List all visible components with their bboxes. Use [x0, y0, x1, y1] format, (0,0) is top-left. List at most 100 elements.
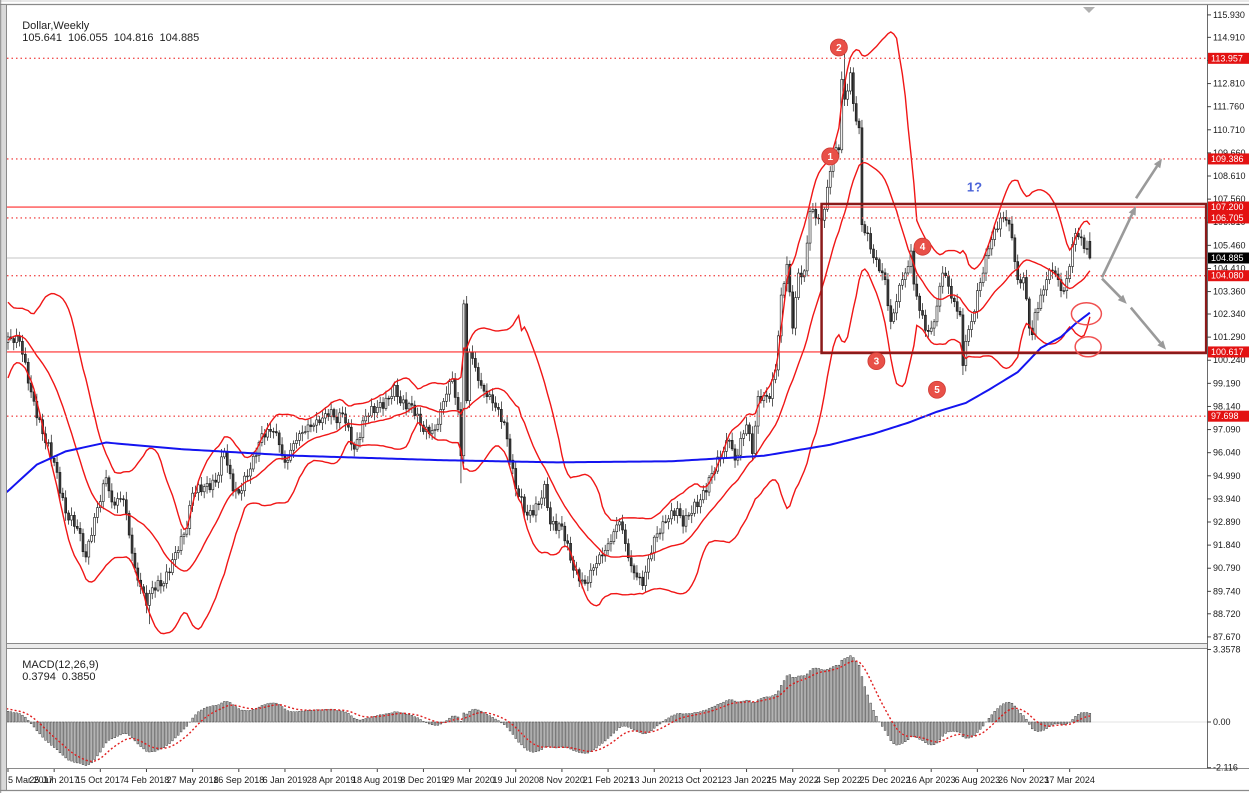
macd-histogram-bar: [869, 702, 872, 723]
candle-body: [445, 393, 448, 402]
wave-label-3[interactable]: 3: [867, 352, 886, 371]
candle-body: [846, 90, 849, 100]
candle-body: [696, 501, 699, 508]
projection-arrow-down[interactable]: [1101, 277, 1122, 299]
candle-body: [840, 79, 844, 151]
svg-text:1: 1: [827, 152, 833, 163]
candle-body: [866, 232, 870, 234]
macd-histogram-bar: [852, 657, 855, 723]
macd-histogram-bar: [237, 708, 240, 723]
candle-body: [944, 272, 947, 277]
projection-arrow-up[interactable]: [1134, 165, 1159, 199]
macd-histogram-bar: [29, 721, 33, 724]
bollinger-middle[interactable]: [7, 161, 1091, 572]
candle-body: [315, 419, 318, 426]
candle-body: [12, 338, 16, 343]
macd-histogram-bar: [459, 721, 463, 723]
macd-histogram-bar: [355, 719, 359, 723]
macd-histogram-bar: [987, 718, 991, 723]
macd-histogram-bar: [927, 721, 930, 745]
macd-histogram-bar: [226, 701, 229, 723]
candle-body: [791, 291, 795, 329]
candle-body: [324, 413, 327, 419]
macd-histogram-bar: [231, 704, 235, 723]
price-tick-label: 112.810: [1213, 79, 1245, 89]
price-tick-label: 110.710: [1213, 125, 1245, 135]
candle-body: [805, 242, 809, 272]
macd-histogram-bar: [153, 721, 157, 752]
macd-histogram-bar: [191, 717, 194, 723]
macd-histogram-bar: [419, 719, 422, 723]
price-badge-97.698[interactable]: 97.698: [7, 410, 1249, 422]
macd-histogram-bar: [384, 713, 388, 723]
price-badge-106.705[interactable]: 106.705: [7, 212, 1249, 224]
scroll-to-end-icon[interactable]: [1083, 7, 1095, 13]
price-badge-100.617[interactable]: 100.617: [7, 346, 1249, 358]
price-tick-label: 93.940: [1213, 494, 1241, 504]
macd-histogram-bar: [762, 697, 766, 723]
candle-body: [1022, 277, 1025, 284]
price-tick-label: 101.290: [1213, 332, 1246, 342]
macd-histogram-bar: [1054, 721, 1057, 725]
macd-histogram-bar: [159, 721, 163, 750]
candle-body: [511, 459, 515, 469]
consolidation-rectangle[interactable]: [820, 202, 1207, 355]
highlight-ellipse[interactable]: [1070, 302, 1103, 326]
price-badge-113.957[interactable]: 113.957: [7, 52, 1249, 64]
macd-histogram-bar: [324, 709, 327, 723]
macd-histogram-bar: [177, 721, 180, 736]
candle-body: [502, 421, 506, 424]
macd-histogram-bar: [185, 721, 189, 727]
macd-histogram-bar: [474, 708, 477, 723]
macd-histogram-bar: [580, 721, 584, 754]
panel-separator[interactable]: [7, 643, 1207, 649]
moving-average-blue[interactable]: [0, 311, 1091, 498]
wave-label-4[interactable]: 4: [913, 237, 932, 256]
price-badge-109.386[interactable]: 109.386: [7, 153, 1249, 165]
price-badge-107.200[interactable]: 107.200: [7, 201, 1249, 213]
projection-arrow-down[interactable]: [1129, 306, 1162, 344]
price-badge-104.080[interactable]: 104.080: [7, 270, 1249, 282]
macd-signal-line[interactable]: [2, 660, 1091, 763]
price-tick-label: 98.140: [1213, 401, 1241, 411]
candle-body: [347, 422, 350, 428]
macd-histogram-bar: [555, 721, 558, 749]
bollinger-upper[interactable]: [7, 31, 1091, 531]
candle-body: [742, 433, 745, 439]
candle-body: [1059, 279, 1063, 291]
wave-label-5[interactable]: 5: [928, 380, 946, 399]
projection-arrow-up[interactable]: [1100, 213, 1134, 279]
highlight-ellipse[interactable]: [1074, 336, 1102, 358]
macd-histogram-bar: [601, 721, 604, 744]
bollinger-lower[interactable]: [7, 268, 1091, 635]
macd-histogram-bar: [739, 701, 742, 723]
candle-body: [554, 521, 558, 531]
macd-histogram-bar: [595, 721, 598, 749]
price-badge-104.885[interactable]: 104.885: [1208, 252, 1249, 264]
time-tick-label: 25 Jun 2017: [29, 775, 79, 785]
candle-body: [18, 336, 21, 342]
candle-body: [543, 484, 546, 499]
macd-histogram-bar: [1033, 721, 1037, 731]
price-tick-label: 89.740: [1213, 586, 1241, 596]
macd-histogram-bar: [113, 721, 116, 738]
macd-histogram-bar: [205, 706, 209, 723]
macd-histogram-bar: [578, 721, 581, 753]
candle-body: [895, 301, 898, 314]
macd-histogram-bar: [881, 721, 884, 727]
macd-histogram-bar: [482, 712, 486, 723]
wave-label-2[interactable]: 2: [829, 38, 848, 57]
candle-body: [592, 567, 595, 571]
candle-body: [1019, 279, 1022, 284]
macd-histogram-bar: [531, 721, 535, 753]
macd-histogram-bar: [647, 721, 650, 733]
wave-question-label[interactable]: 1?: [967, 180, 982, 195]
left-splitter[interactable]: [0, 5, 6, 791]
candle-body: [941, 272, 945, 287]
macd-histogram-bar: [719, 703, 722, 723]
candle-body: [935, 305, 939, 323]
wave-label-1[interactable]: 1: [821, 147, 840, 166]
time-tick-label: 29 Mar 2020: [444, 775, 495, 785]
ohlc-high: 106.055: [68, 32, 108, 44]
